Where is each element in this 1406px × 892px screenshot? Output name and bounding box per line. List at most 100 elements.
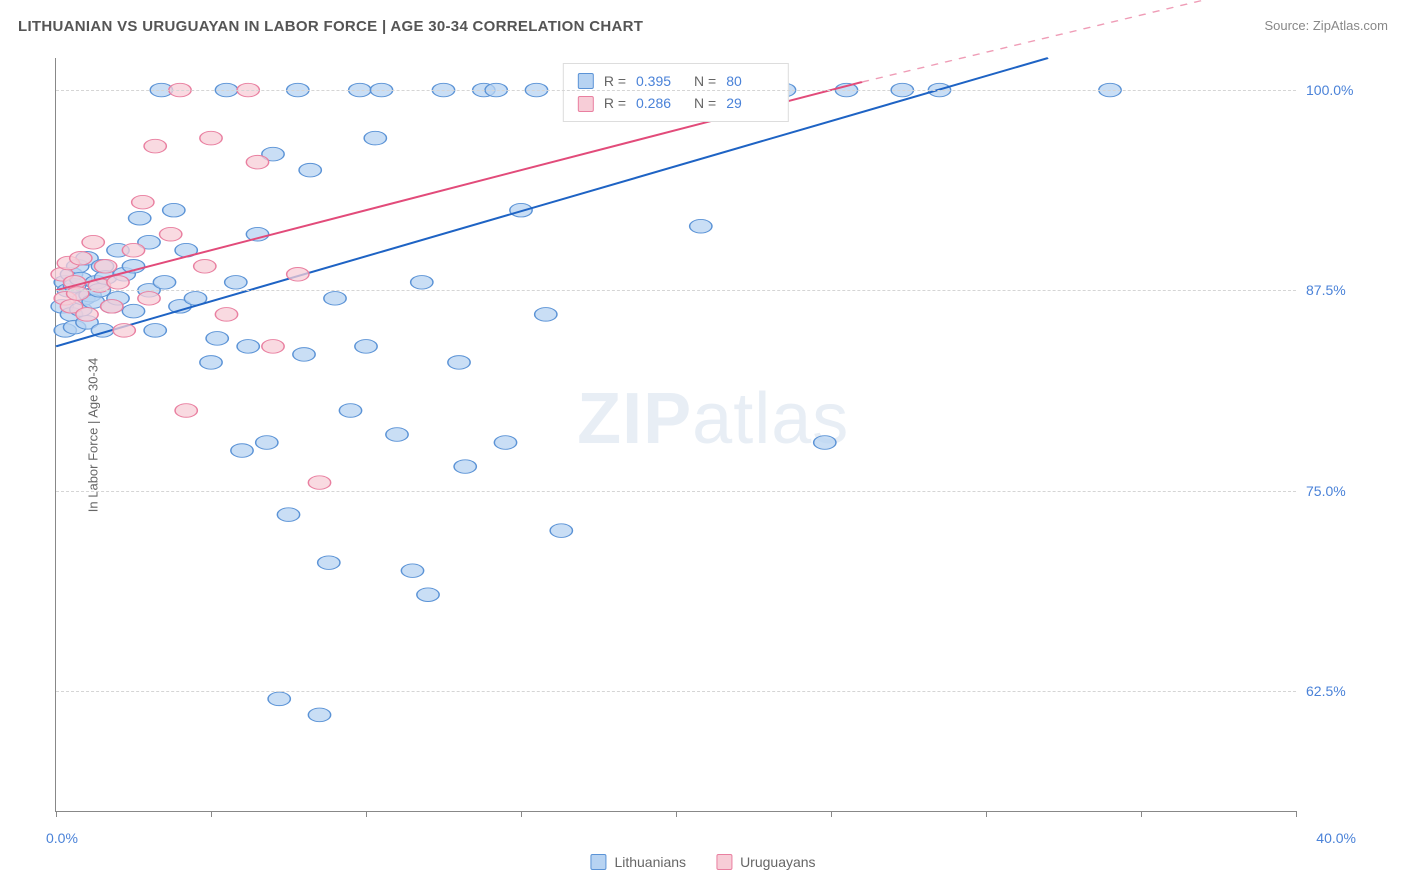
scatter-point bbox=[690, 219, 712, 233]
x-tick bbox=[1296, 811, 1297, 817]
scatter-point bbox=[175, 404, 197, 418]
scatter-point bbox=[386, 428, 408, 442]
scatter-point bbox=[355, 340, 377, 354]
regression-line bbox=[56, 58, 1048, 346]
scatter-point bbox=[122, 304, 144, 318]
series-legend: Lithuanians Uruguayans bbox=[590, 854, 815, 870]
scatter-point bbox=[308, 476, 330, 490]
scatter-point bbox=[454, 460, 476, 474]
stat-r-label: R = bbox=[604, 70, 626, 92]
scatter-point bbox=[129, 211, 151, 225]
legend-swatch bbox=[716, 854, 732, 870]
scatter-point bbox=[494, 436, 516, 450]
x-tick bbox=[986, 811, 987, 817]
scatter-point bbox=[277, 508, 299, 522]
scatter-point bbox=[299, 163, 321, 177]
x-axis-max-label: 40.0% bbox=[1316, 830, 1356, 846]
scatter-point bbox=[231, 444, 253, 458]
scatter-point bbox=[246, 155, 268, 169]
legend-swatch bbox=[578, 96, 594, 112]
legend-label: Uruguayans bbox=[740, 854, 816, 870]
scatter-point bbox=[107, 276, 129, 290]
scatter-point bbox=[339, 404, 361, 418]
scatter-point bbox=[308, 708, 330, 722]
scatter-point bbox=[550, 524, 572, 538]
scatter-point bbox=[417, 588, 439, 602]
scatter-point bbox=[200, 356, 222, 370]
gridline-h bbox=[56, 90, 1296, 91]
scatter-point bbox=[814, 436, 836, 450]
scatter-point bbox=[215, 308, 237, 322]
stat-n-value: 80 bbox=[726, 70, 774, 92]
scatter-point bbox=[448, 356, 470, 370]
scatter-point bbox=[163, 203, 185, 217]
gridline-h bbox=[56, 691, 1296, 692]
x-tick bbox=[831, 811, 832, 817]
scatter-point bbox=[122, 243, 144, 257]
scatter-point bbox=[324, 292, 346, 306]
chart-title: LITHUANIAN VS URUGUAYAN IN LABOR FORCE |… bbox=[18, 18, 643, 35]
scatter-point bbox=[225, 276, 247, 290]
scatter-point bbox=[293, 348, 315, 362]
stats-legend-row: R = 0.286 N = 29 bbox=[578, 92, 774, 114]
scatter-point bbox=[160, 227, 182, 241]
y-tick-label: 100.0% bbox=[1306, 82, 1386, 98]
scatter-point bbox=[401, 564, 423, 578]
scatter-point bbox=[287, 268, 309, 282]
stat-n-label: N = bbox=[694, 92, 716, 114]
y-tick-label: 87.5% bbox=[1306, 282, 1386, 298]
legend-item: Lithuanians bbox=[590, 854, 686, 870]
scatter-point bbox=[268, 692, 290, 706]
x-tick bbox=[366, 811, 367, 817]
scatter-point bbox=[411, 276, 433, 290]
plot-area: In Labor Force | Age 30-34 ZIPatlas R =0… bbox=[55, 58, 1296, 812]
gridline-h bbox=[56, 290, 1296, 291]
stat-r-value: 0.286 bbox=[636, 92, 684, 114]
y-tick-label: 75.0% bbox=[1306, 483, 1386, 499]
scatter-point bbox=[138, 292, 160, 306]
stat-n-label: N = bbox=[694, 70, 716, 92]
scatter-point bbox=[144, 324, 166, 338]
stats-legend-row: R = 0.395 N = 80 bbox=[578, 70, 774, 92]
scatter-point bbox=[94, 259, 116, 273]
legend-swatch bbox=[590, 854, 606, 870]
scatter-point bbox=[364, 131, 386, 145]
gridline-h bbox=[56, 491, 1296, 492]
scatter-point bbox=[194, 259, 216, 273]
stat-n-value: 29 bbox=[726, 92, 774, 114]
y-tick-label: 62.5% bbox=[1306, 683, 1386, 699]
scatter-point bbox=[262, 340, 284, 354]
source-attribution: Source: ZipAtlas.com bbox=[1264, 18, 1388, 33]
scatter-point bbox=[153, 276, 175, 290]
stat-r-label: R = bbox=[604, 92, 626, 114]
scatter-point bbox=[113, 324, 135, 338]
legend-label: Lithuanians bbox=[614, 854, 686, 870]
scatter-point bbox=[535, 308, 557, 322]
x-tick bbox=[1141, 811, 1142, 817]
legend-swatch bbox=[578, 73, 594, 89]
legend-item: Uruguayans bbox=[716, 854, 816, 870]
regression-line-dashed bbox=[862, 0, 1296, 82]
scatter-point bbox=[256, 436, 278, 450]
scatter-point bbox=[76, 308, 98, 322]
scatter-point bbox=[101, 300, 123, 314]
scatter-point bbox=[144, 139, 166, 153]
source-name: ZipAtlas.com bbox=[1313, 18, 1388, 33]
scatter-point bbox=[237, 340, 259, 354]
stat-r-value: 0.395 bbox=[636, 70, 684, 92]
scatter-point bbox=[200, 131, 222, 145]
x-tick bbox=[56, 811, 57, 817]
x-tick bbox=[211, 811, 212, 817]
scatter-point bbox=[132, 195, 154, 209]
scatter-point bbox=[70, 251, 92, 265]
scatter-point bbox=[318, 556, 340, 570]
scatter-plot-svg bbox=[56, 58, 1296, 811]
scatter-point bbox=[82, 235, 104, 249]
source-prefix: Source: bbox=[1264, 18, 1312, 33]
stats-legend: R = 0.395 N = 80 R = 0.286 N = 29 bbox=[563, 63, 789, 122]
scatter-point bbox=[206, 332, 228, 346]
scatter-point bbox=[67, 287, 89, 301]
x-tick bbox=[521, 811, 522, 817]
x-tick bbox=[676, 811, 677, 817]
chart-container: LITHUANIAN VS URUGUAYAN IN LABOR FORCE |… bbox=[0, 0, 1406, 892]
